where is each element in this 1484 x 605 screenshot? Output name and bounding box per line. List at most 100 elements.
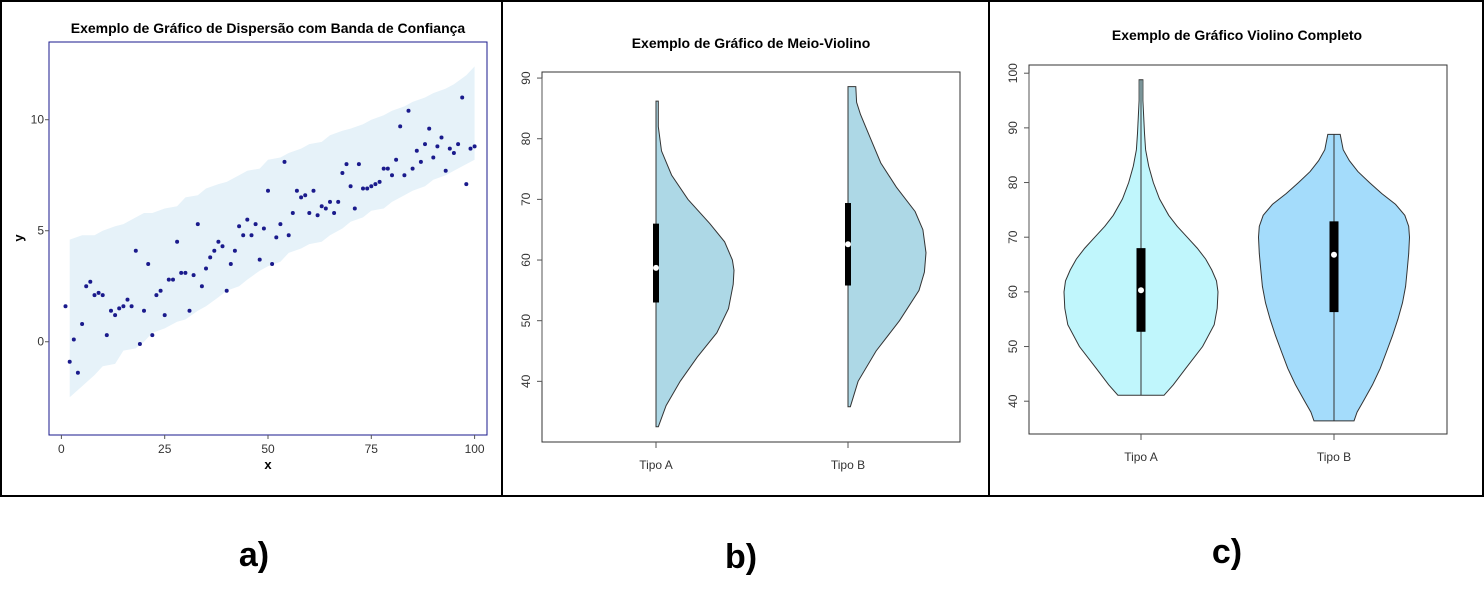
- chart-a-x-ticks: 0 25 50 75 100: [58, 435, 485, 456]
- scatter-point: [365, 186, 370, 191]
- confidence-band: [69, 66, 475, 398]
- scatter-point: [443, 168, 448, 173]
- scatter-point: [261, 226, 266, 231]
- y-tick-label: 50: [519, 314, 533, 328]
- scatter-point: [104, 333, 109, 338]
- scatter-point: [109, 308, 113, 313]
- x-tick-label: Tipo B: [1317, 450, 1351, 464]
- scatter-point: [435, 144, 440, 149]
- scatter-point: [113, 313, 118, 318]
- scatter-point: [195, 222, 200, 227]
- panel-a-label: a): [239, 536, 269, 574]
- scatter-point: [410, 166, 415, 171]
- x-tick-label: 50: [261, 442, 275, 456]
- scatter-point: [88, 279, 93, 284]
- scatter-point: [179, 270, 184, 275]
- scatter-point: [100, 293, 105, 298]
- scatter-point: [237, 224, 242, 229]
- chart-c-x-axis: Tipo A Tipo B: [1124, 434, 1351, 464]
- scatter-point: [402, 173, 407, 178]
- y-tick-label: 70: [519, 192, 533, 206]
- scatter-point: [150, 333, 155, 338]
- scatter-point: [75, 370, 80, 375]
- scatter-point: [319, 204, 324, 209]
- scatter-point: [352, 206, 357, 211]
- scatter-point: [204, 266, 208, 271]
- scatter-point: [133, 248, 138, 253]
- chart-b: Exemplo de Gráfico de Meio-Violino 40 50 6…: [519, 35, 961, 472]
- scatter-point: [84, 284, 89, 289]
- violin-median-point: [1138, 287, 1144, 294]
- violin-iqr-box: [653, 223, 659, 303]
- chart-b-violins: [653, 86, 927, 428]
- scatter-point: [356, 162, 361, 167]
- scatter-point: [303, 193, 308, 198]
- scatter-point: [406, 108, 411, 113]
- scatter-point: [286, 233, 291, 238]
- scatter-point: [315, 213, 320, 218]
- violin-2: [1257, 133, 1411, 422]
- scatter-point: [464, 182, 469, 187]
- scatter-point: [439, 135, 444, 140]
- scatter-point: [447, 146, 452, 151]
- y-tick-label: 50: [1006, 340, 1020, 354]
- violin-1: [1063, 79, 1219, 396]
- chart-b-title: Exemplo de Gráfico de Meio-Violino: [632, 35, 871, 51]
- scatter-point: [344, 162, 349, 167]
- scatter-point: [96, 290, 101, 295]
- scatter-point: [340, 171, 345, 175]
- scatter-point: [414, 148, 419, 153]
- scatter-point: [257, 257, 262, 262]
- y-tick-label: 100: [1006, 63, 1020, 83]
- y-tick-label: 60: [519, 253, 533, 267]
- scatter-point: [451, 151, 456, 155]
- chart-c-violins: [1063, 79, 1411, 422]
- scatter-point: [224, 288, 229, 293]
- scatter-point: [92, 293, 97, 298]
- scatter-point: [166, 277, 171, 282]
- scatter-point: [241, 233, 246, 238]
- scatter-point: [328, 199, 332, 204]
- scatter-point: [245, 217, 250, 222]
- scatter-point: [253, 222, 258, 227]
- violin-1: [653, 100, 735, 428]
- violin-shape: [847, 86, 927, 408]
- scatter-point: [332, 211, 337, 215]
- scatter-point: [431, 155, 436, 160]
- y-tick-label: 10: [31, 113, 45, 127]
- scatter-point: [71, 337, 76, 342]
- chart-c: Exemplo de Gráfico Violino Completo 40 50…: [1006, 27, 1448, 464]
- scatter-point: [249, 233, 254, 238]
- scatter-point: [423, 142, 427, 147]
- chart-b-y-axis: 40 50 60 70 80 90: [519, 71, 543, 388]
- scatter-point: [294, 188, 299, 193]
- scatter-point: [311, 188, 316, 193]
- chart-c-title: Exemplo de Gráfico Violino Completo: [1112, 27, 1362, 43]
- scatter-point: [183, 270, 188, 275]
- panel-c-label: c): [1212, 533, 1242, 571]
- scatter-point: [125, 297, 130, 302]
- scatter-point: [216, 239, 221, 244]
- scatter-point: [394, 157, 399, 162]
- violin-2: [845, 86, 927, 408]
- scatter-point: [137, 342, 142, 346]
- x-tick-label: 100: [465, 442, 485, 456]
- scatter-point: [369, 184, 374, 189]
- scatter-point: [282, 159, 287, 164]
- scatter-point: [427, 126, 432, 131]
- scatter-point: [361, 186, 365, 191]
- scatter-point: [175, 239, 180, 244]
- chart-a-title: Exemplo de Gráfico de Dispersão com Band…: [71, 20, 466, 36]
- scatter-point: [212, 248, 217, 253]
- scatter-point: [390, 173, 394, 178]
- y-tick-label: 70: [1006, 230, 1020, 244]
- x-tick-label: Tipo B: [831, 458, 865, 472]
- scatter-point: [142, 308, 146, 313]
- panel-c-border: [988, 0, 1484, 497]
- scatter-point: [266, 188, 270, 193]
- y-tick-label: 0: [37, 335, 44, 349]
- scatter-point: [146, 262, 151, 266]
- x-tick-label: 75: [365, 442, 379, 456]
- chart-a-band: [69, 66, 475, 398]
- violin-median-point: [1331, 251, 1337, 258]
